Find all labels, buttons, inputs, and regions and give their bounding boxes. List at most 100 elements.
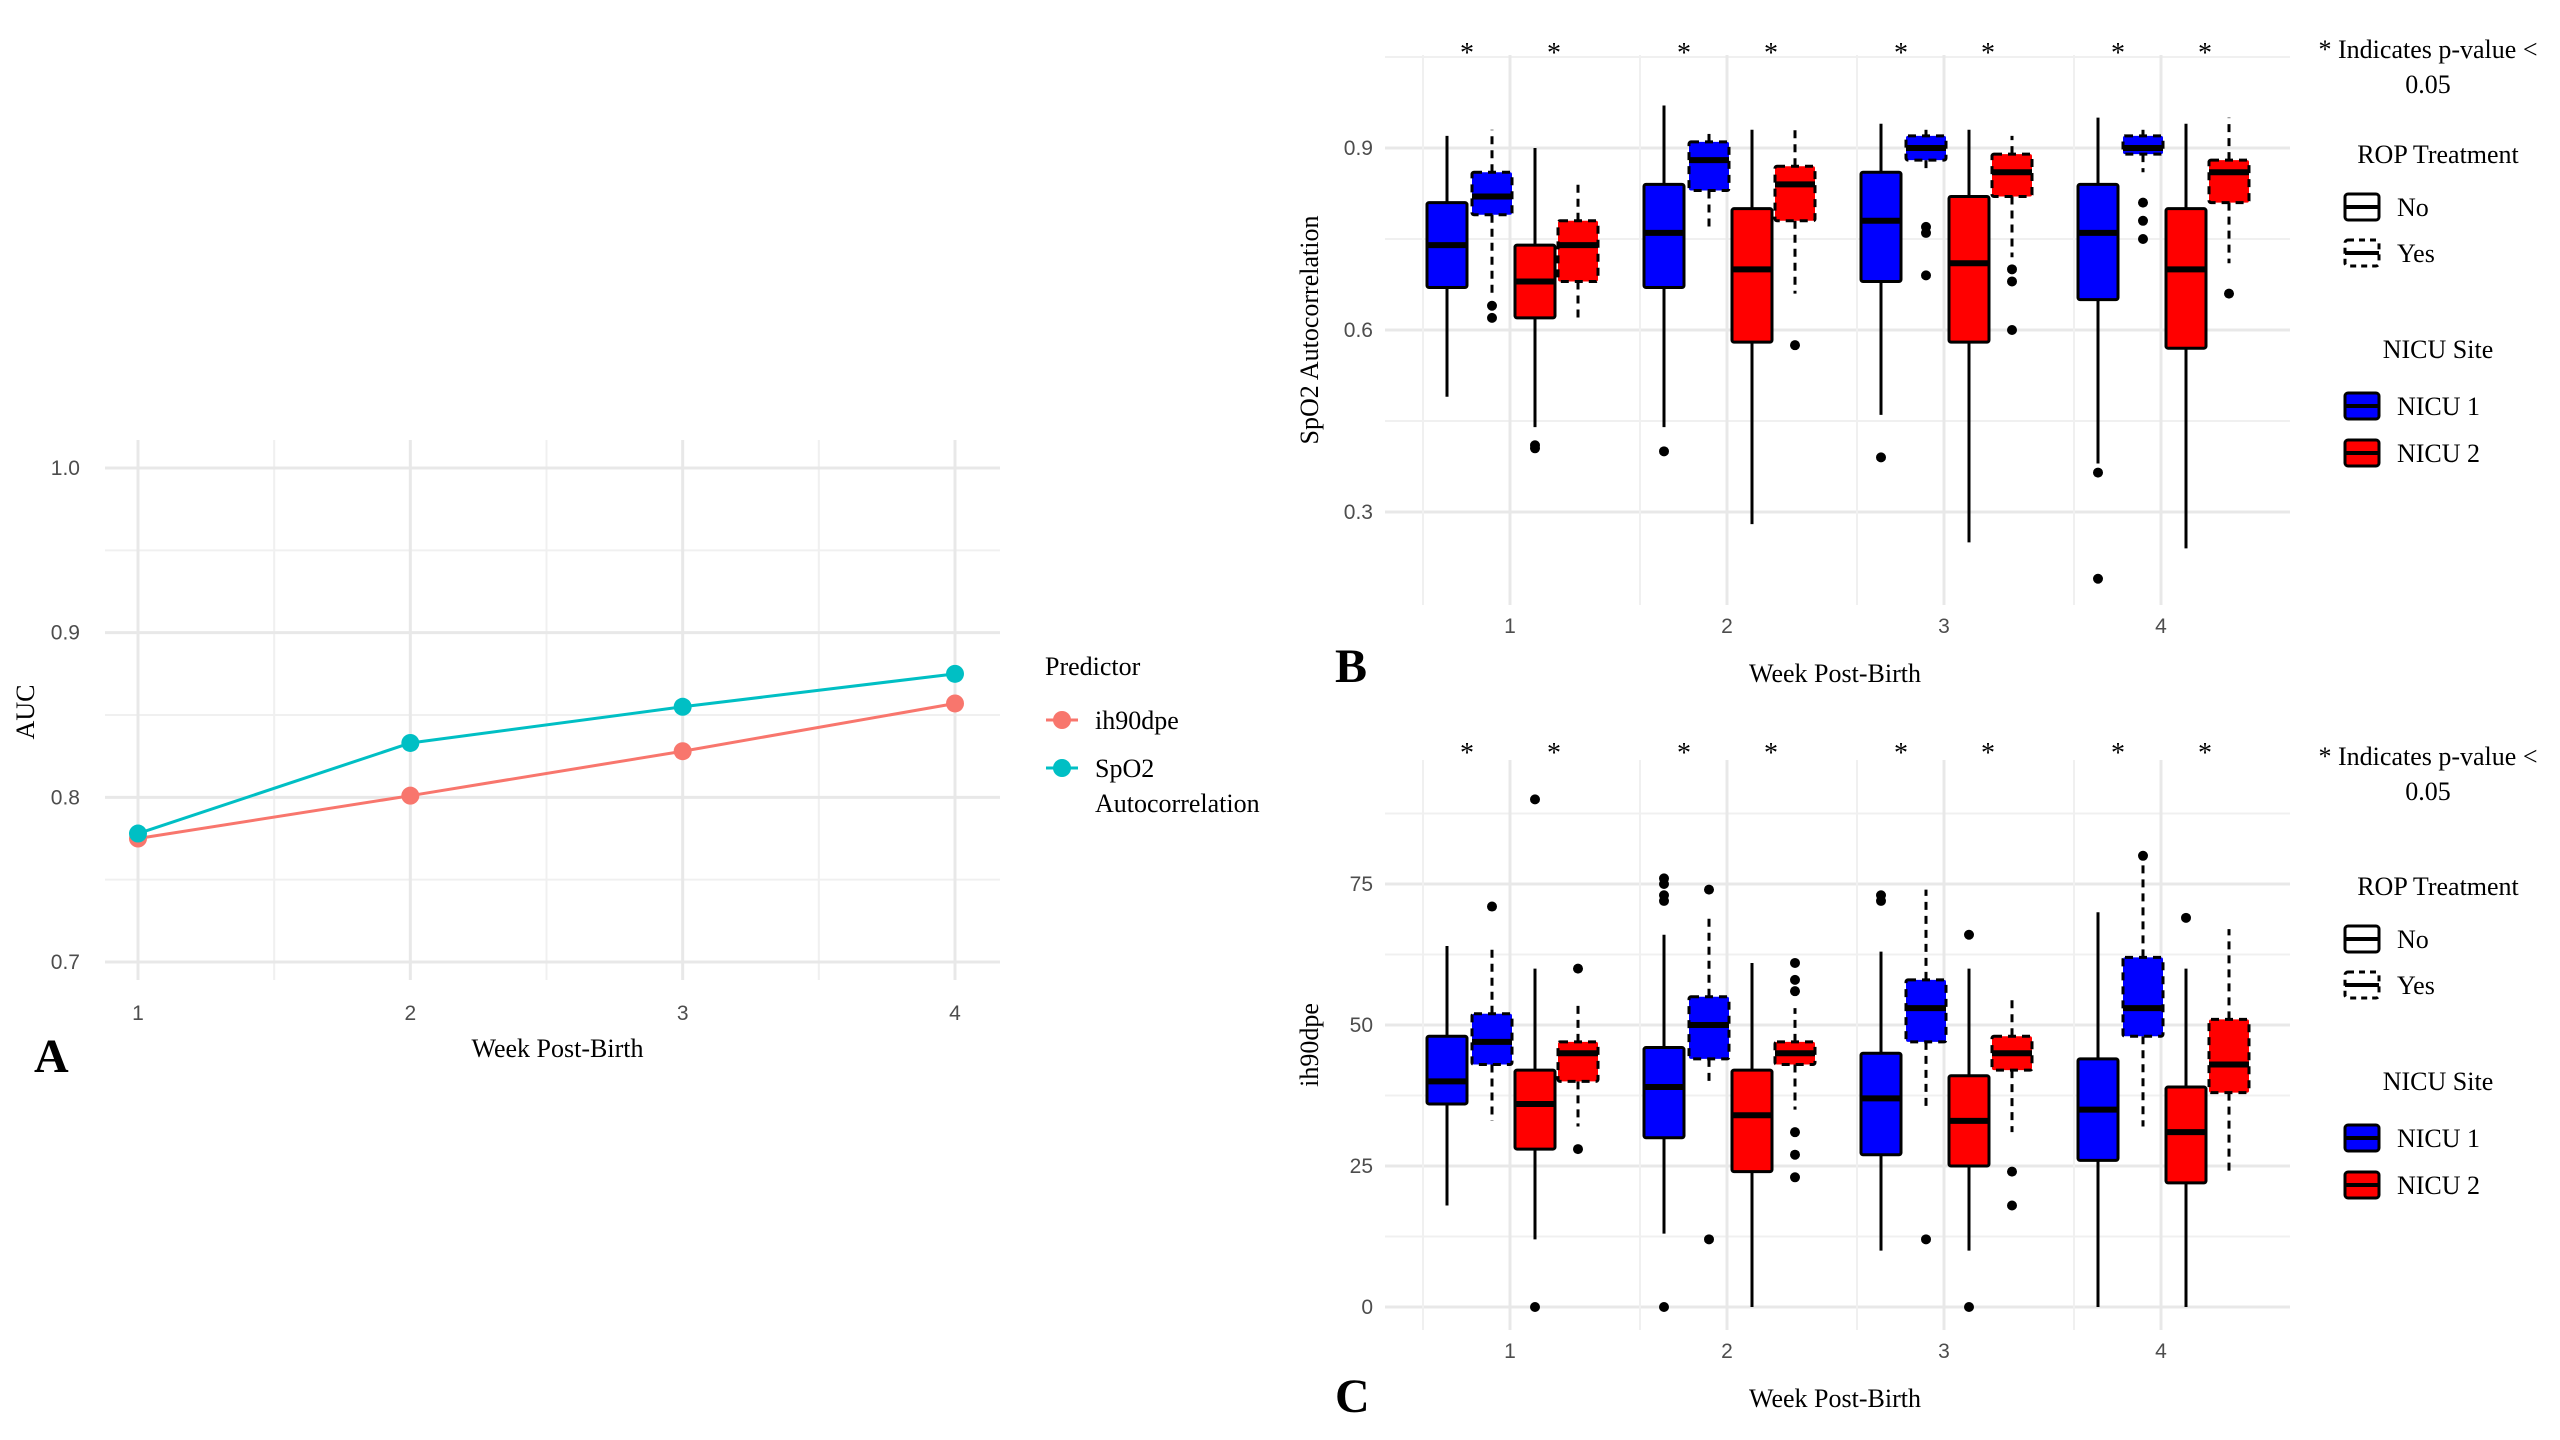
legend-rop-label: No bbox=[2397, 193, 2429, 222]
y-axis-title: ih90dpe bbox=[1295, 1003, 1324, 1087]
y-axis-title: AUC bbox=[11, 685, 40, 740]
box-outlier bbox=[1921, 227, 1931, 238]
box-outlier bbox=[1790, 1149, 1800, 1160]
box-body bbox=[1642, 182, 1686, 290]
box-outlier bbox=[1790, 974, 1800, 985]
box-body bbox=[1556, 219, 1600, 283]
box-outlier bbox=[1530, 794, 1540, 805]
box-outlier bbox=[1530, 443, 1540, 454]
legend-rop-label: Yes bbox=[2397, 971, 2435, 1000]
y-tick-label: 25 bbox=[1350, 1155, 1373, 1178]
series-point bbox=[946, 664, 964, 683]
x-tick-label: 1 bbox=[1504, 615, 1516, 638]
significance-star: * bbox=[2111, 738, 2125, 769]
box-outlier bbox=[1573, 963, 1583, 974]
significance-star: * bbox=[2198, 738, 2212, 769]
y-tick-label: 50 bbox=[1350, 1014, 1373, 1037]
box-outlier bbox=[1964, 929, 1974, 940]
significance-star: * bbox=[1677, 738, 1691, 769]
x-tick-label: 4 bbox=[2155, 615, 2167, 638]
box-body bbox=[2207, 1017, 2251, 1095]
significance-star: * bbox=[1764, 738, 1778, 769]
box-outlier bbox=[2138, 850, 2148, 861]
x-tick-label: 3 bbox=[1938, 615, 1950, 638]
x-tick-label: 3 bbox=[1938, 1340, 1950, 1363]
box-body bbox=[2121, 955, 2165, 1038]
box-outlier bbox=[1921, 270, 1931, 281]
box-outlier bbox=[1487, 901, 1497, 912]
legend-title: Predictor bbox=[1045, 652, 1141, 681]
legend-label: ih90dpe bbox=[1095, 706, 1179, 735]
legend-site-title: NICU Site bbox=[2383, 335, 2494, 364]
y-axis-title: SpO2 Autocorrelation bbox=[1295, 216, 1324, 445]
significance-star: * bbox=[1894, 738, 1908, 769]
y-tick-label: 0 bbox=[1361, 1296, 1373, 1319]
box-outlier bbox=[2093, 573, 2103, 584]
series-point bbox=[129, 824, 147, 843]
legend-site-label: NICU 1 bbox=[2397, 1124, 2480, 1153]
box-body bbox=[2207, 158, 2251, 205]
x-tick-label: 3 bbox=[677, 1002, 689, 1025]
x-tick-label: 4 bbox=[2155, 1340, 2167, 1363]
x-tick-label: 1 bbox=[132, 1002, 144, 1025]
series-point bbox=[946, 694, 964, 713]
x-tick-label: 2 bbox=[1721, 615, 1733, 638]
box-outlier bbox=[2093, 467, 2103, 478]
significance-note: 0.05 bbox=[2405, 777, 2451, 806]
legend-site-label: NICU 2 bbox=[2397, 439, 2480, 468]
legend-site-label: NICU 1 bbox=[2397, 392, 2480, 421]
box-body bbox=[1730, 207, 1774, 344]
legend-marker bbox=[1053, 711, 1071, 729]
legend-marker bbox=[1053, 759, 1071, 777]
box-body bbox=[2076, 182, 2120, 302]
box-outlier bbox=[1659, 890, 1669, 901]
significance-star: * bbox=[1981, 38, 1995, 69]
box-outlier bbox=[1704, 1234, 1714, 1245]
significance-star: * bbox=[1460, 738, 1474, 769]
panel-c-ih90dpe-boxplot: 0 25 50 75 1 2 3 4 Week Post-Birth ih90dpe * * * * * * *… bbox=[1295, 738, 2537, 1413]
significance-star: * bbox=[1677, 38, 1691, 69]
x-tick-label: 4 bbox=[949, 1002, 961, 1025]
box-outlier bbox=[2007, 325, 2017, 335]
panel-c-label: C bbox=[1335, 1370, 1370, 1423]
box-outlier bbox=[1659, 1302, 1669, 1312]
panel-b-spo2-boxplot: 0.3 0.6 0.9 1 2 3 4 Week Post-Birth SpO2 Autocor… bbox=[1295, 35, 2537, 688]
y-tick-label: 0.8 bbox=[51, 786, 80, 809]
series-point bbox=[673, 697, 692, 716]
significance-star: * bbox=[2111, 38, 2125, 69]
significance-note: * Indicates p-value < bbox=[2319, 35, 2538, 64]
legend-site-label: NICU 2 bbox=[2397, 1171, 2480, 1200]
y-tick-label: 0.9 bbox=[1344, 137, 1373, 160]
box-outlier bbox=[1921, 1234, 1931, 1245]
box-outlier bbox=[1790, 986, 1800, 997]
series-point bbox=[673, 742, 692, 761]
panel-a-auc-line-chart: 1 2 3 4 0.7 0.8 0.9 1.0 Week Post-Birth AUC Predic… bbox=[11, 440, 1260, 1063]
significance-star: * bbox=[1547, 738, 1561, 769]
significance-star: * bbox=[2198, 38, 2212, 69]
y-tick-label: 0.7 bbox=[51, 951, 80, 974]
box-outlier bbox=[1964, 1302, 1974, 1312]
box-body bbox=[1730, 1068, 1774, 1174]
box-outlier bbox=[2007, 1200, 2017, 1211]
y-tick-label: 0.9 bbox=[51, 622, 80, 645]
legend-rop-label: Yes bbox=[2397, 239, 2435, 268]
series-point bbox=[401, 733, 420, 752]
box-outlier bbox=[1876, 452, 1886, 463]
series-point bbox=[401, 786, 420, 805]
significance-star: * bbox=[1894, 38, 1908, 69]
box-outlier bbox=[1659, 446, 1669, 457]
panel-a-label: A bbox=[34, 1030, 69, 1083]
box-body bbox=[1687, 140, 1731, 192]
box-outlier bbox=[2138, 215, 2148, 226]
box-outlier bbox=[2224, 288, 2234, 299]
box-outlier bbox=[2181, 912, 2191, 923]
box-outlier bbox=[1487, 312, 1497, 323]
significance-star: * bbox=[1547, 38, 1561, 69]
box-body bbox=[2164, 207, 2208, 350]
box-outlier bbox=[1790, 957, 1800, 968]
box-outlier bbox=[2007, 1166, 2017, 1177]
x-tick-label: 1 bbox=[1504, 1340, 1516, 1363]
x-axis-title: Week Post-Birth bbox=[1749, 659, 1921, 688]
box-outlier bbox=[1704, 884, 1714, 895]
legend-rop-label: No bbox=[2397, 925, 2429, 954]
